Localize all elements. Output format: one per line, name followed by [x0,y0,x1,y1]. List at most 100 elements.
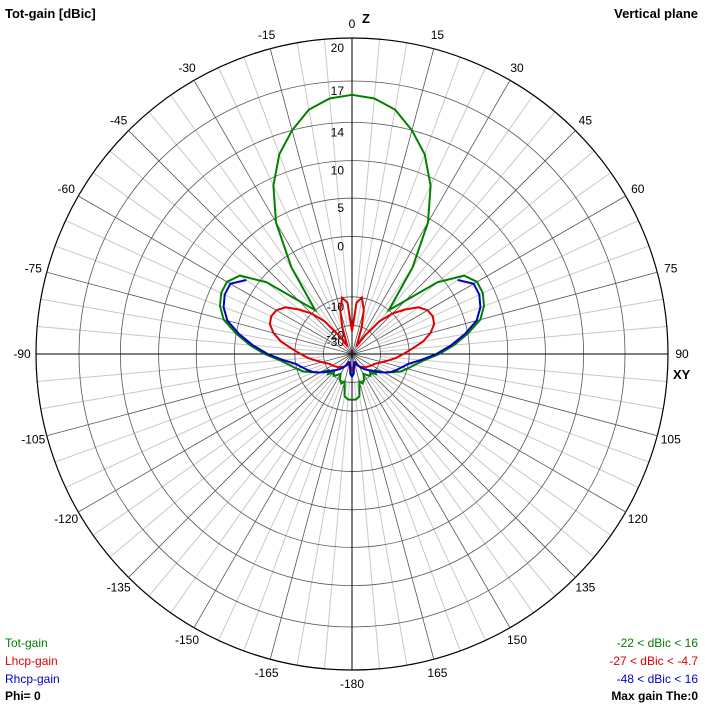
grid-spoke-minor [367,94,534,331]
grid-spoke-minor [323,382,351,669]
grid-spoke-minor [148,111,335,333]
grid-spoke-major [351,271,658,355]
angle-tick-label: 150 [507,633,527,647]
legend-tot-gain: Tot-gain [5,636,48,650]
angle-tick-label: 120 [628,512,648,526]
series-rhcp-gain-right [351,279,482,378]
angle-tick-label: 105 [661,432,681,446]
angle-tick-label: 0 [349,17,356,31]
grid-spoke-minor [217,379,341,641]
grid-spoke-major [193,353,353,628]
grid-spoke-major [269,353,353,660]
grid-spoke-major [269,48,353,355]
grid-spoke-minor [243,56,343,328]
grid-spoke-major [46,353,353,437]
grid-spoke-major [78,195,353,355]
angle-tick-label: 30 [510,61,524,75]
grid-spoke-minor [40,358,325,410]
angle-tick-label: -120 [54,512,78,526]
radial-tick-label: -30 [327,335,345,349]
grid-spoke-minor [92,369,329,536]
angle-tick-label: -105 [21,432,45,446]
z-axis-label: Z [362,11,370,26]
grid-spoke-minor [109,150,331,337]
grid-spoke-major [128,130,353,355]
angle-tick-label: -150 [175,633,199,647]
grid-spoke-major [351,353,626,513]
grid-spoke-minor [363,379,487,641]
radial-tick-label: 10 [331,164,345,178]
grid-spoke-minor [40,298,325,350]
angle-tick-label: 165 [427,666,447,680]
grid-spoke-minor [65,219,327,343]
legend-lhcp-gain: Lhcp-gain [5,654,58,668]
grid-spoke-major [46,271,353,355]
grid-spoke-minor [361,56,461,328]
series-tot-gain-right [351,93,486,401]
grid-spoke-major [351,130,576,355]
grid-spoke-minor [356,42,408,327]
angle-tick-label: 15 [431,28,445,42]
grid-spoke-minor [369,375,556,597]
grid-spoke-minor [148,375,335,597]
angle-tick-label: -45 [110,114,128,128]
grid-spoke-minor [323,39,351,326]
grid-spoke-minor [356,381,408,666]
grid-spoke-minor [54,363,326,463]
grid-spoke-minor [296,42,348,327]
range-rhcp-gain: -48 < dBic < 16 [616,672,698,686]
radial-tick-label: 5 [337,201,344,215]
max-gain-label: Max gain The:0 [611,689,698,703]
angle-tick-label: -135 [107,580,131,594]
grid-spoke-minor [37,355,324,383]
grid-spoke-minor [170,377,337,614]
grid-spoke-minor [109,371,331,558]
angle-tick-label: -180 [340,677,364,691]
grid-spoke-minor [369,111,556,333]
grid-spoke-major [351,353,511,628]
series-rhcp-gain-left [222,279,353,378]
angle-tick-label: 75 [664,262,678,276]
grid-spoke-minor [375,369,612,536]
grid-spoke-major [193,80,353,355]
grid-spoke-major [351,353,435,660]
angle-tick-label: 60 [631,182,645,196]
grid-spoke-minor [361,380,461,652]
angle-tick-label: -165 [255,666,279,680]
grid-spoke-major [351,80,511,355]
grid-spoke-minor [353,382,381,669]
grid-spoke-minor [37,325,324,353]
grid-spoke-minor [373,371,595,558]
grid-spoke-minor [170,94,337,331]
grid-spoke-minor [377,219,639,343]
angle-tick-label: 135 [575,580,595,594]
grid-spoke-minor [243,380,343,652]
grid-spoke-minor [367,377,534,614]
xy-axis-label: XY [673,367,691,382]
grid-spoke-minor [217,67,341,329]
grid-spoke-minor [363,67,487,329]
grid-spoke-minor [378,245,650,345]
grid-spoke-minor [54,245,326,345]
grid-spoke-major [351,195,626,355]
angle-tick-label: 45 [579,114,593,128]
grid-spoke-minor [378,363,650,463]
grid-spoke-minor [379,358,664,410]
angle-tick-label: -30 [178,61,196,75]
grid-spoke-minor [65,365,327,489]
angle-tick-label: -75 [25,262,43,276]
grid-spoke-major [128,353,353,578]
grid-spoke-minor [380,355,667,383]
radial-tick-label: 20 [331,41,345,55]
grid-spoke-major [351,48,435,355]
radial-tick-label: 17 [331,84,345,98]
grid-spoke-minor [296,381,348,666]
angle-tick-label: 90 [675,347,689,361]
grid-spoke-minor [375,172,612,339]
grid-spoke-major [351,353,576,578]
series-tot-gain-left [218,93,353,401]
phi-label: Phi= 0 [5,689,41,703]
angle-tick-label: -60 [58,182,76,196]
radial-tick-label: 14 [331,125,345,139]
